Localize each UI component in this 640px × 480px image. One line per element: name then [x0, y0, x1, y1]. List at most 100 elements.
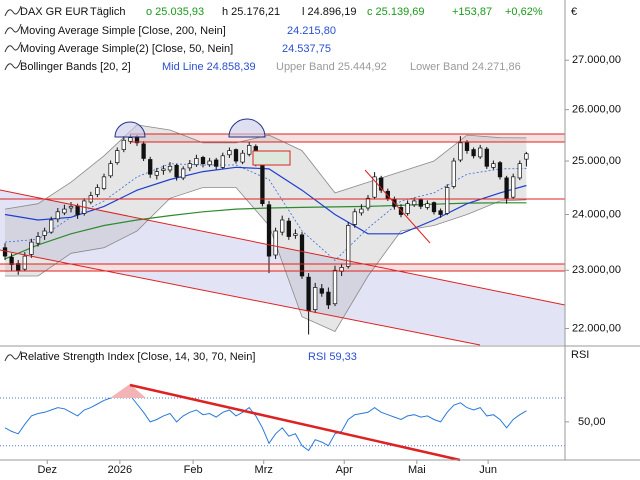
x-tick-label: Apr — [336, 464, 353, 476]
candle-body — [458, 142, 463, 161]
candle-body — [148, 159, 153, 175]
rsi-tick-label: 50,00 — [578, 416, 606, 428]
rsi-label: Relative Strength Index [Close, 14, 30, … — [20, 351, 255, 363]
x-tick-label: Mrz — [255, 464, 273, 476]
candle-body — [167, 165, 173, 171]
candle-body — [319, 288, 324, 294]
legend: DAX GR EUR Täglich o 25.035,93 h 25.176,… — [4, 5, 589, 363]
candle-body — [352, 211, 357, 225]
candle-body — [233, 149, 239, 162]
candle-body — [16, 263, 21, 271]
candle-body — [9, 256, 14, 265]
arc — [114, 121, 146, 138]
candle-body — [299, 234, 305, 277]
candle-body — [49, 219, 54, 233]
candle-body — [451, 160, 456, 187]
candle-body — [42, 230, 47, 236]
lower-label: Lower Band 24.271,86 — [410, 61, 521, 73]
resistance-zone — [130, 134, 565, 142]
instrument: DAX GR EUR — [20, 6, 89, 18]
candle-body — [2, 247, 8, 257]
box — [252, 150, 291, 166]
ma50-line — [4, 166, 527, 235]
candle-body — [115, 150, 120, 163]
drawings — [0, 134, 565, 345]
x-tick-label: Jun — [479, 464, 497, 476]
candle-body — [359, 208, 364, 214]
candle-body — [372, 176, 377, 198]
plot-area: 22.000,00 23.000,00 24.000,00 25.000,00 26.0… — [0, 54, 621, 476]
candle-body — [181, 168, 186, 179]
candle-body — [346, 225, 351, 267]
candle-body — [154, 171, 159, 176]
candle-body — [174, 164, 179, 178]
rsi-value: RSI 59,33 — [308, 351, 357, 363]
overbought-area — [110, 384, 146, 398]
candle-body — [431, 202, 437, 213]
candle-body — [418, 199, 423, 207]
candle-body — [524, 153, 529, 160]
arc — [228, 118, 266, 138]
low-label: l 24.896,19 — [302, 6, 356, 18]
candle-body — [35, 236, 41, 244]
candle-body — [425, 203, 430, 208]
ma200-value: 24.215,80 — [287, 25, 336, 37]
mid-label: Mid Line 24.858,39 — [162, 61, 256, 73]
legend-icon — [4, 350, 22, 362]
candle-body — [95, 187, 100, 195]
candle-body — [293, 233, 298, 236]
candle-body — [128, 137, 133, 142]
candle-body — [379, 177, 384, 191]
candle-body — [55, 211, 60, 220]
period: Täglich — [90, 6, 125, 18]
legend-icon — [4, 59, 22, 71]
candle-body — [326, 291, 331, 306]
candle-body — [478, 147, 483, 158]
candle-body — [29, 241, 34, 255]
candle-body — [385, 190, 390, 199]
ma50-label: Moving Average Simple(2) [Close, 50, Nei… — [20, 43, 233, 55]
candle-body — [75, 205, 80, 215]
candle-body — [141, 143, 146, 159]
rsi-trend-line — [129, 383, 461, 462]
candle-body — [240, 152, 245, 163]
high-label: h 25.176,21 — [222, 6, 280, 18]
candle-body — [306, 276, 311, 312]
y-tick-label: 22.000,00 — [572, 322, 621, 334]
candle-body — [517, 163, 522, 179]
candle-body — [187, 163, 192, 169]
trend-line — [0, 189, 566, 306]
candle-body — [108, 163, 113, 177]
x-tick-label: Feb — [184, 464, 203, 476]
candle-body — [207, 160, 212, 166]
support-zone — [0, 264, 565, 271]
legend-icon — [4, 23, 22, 35]
rsi-axis-title: RSI — [571, 349, 589, 361]
frame — [0, 0, 640, 461]
candle-body — [332, 269, 338, 305]
candle-body — [471, 149, 476, 157]
candle-body — [266, 204, 272, 257]
candle-body — [313, 287, 318, 310]
y-tick-label: 23.000,00 — [572, 264, 621, 276]
candle-body — [247, 145, 252, 155]
candle-body — [220, 155, 225, 168]
candle-body — [464, 141, 470, 151]
x-tick-label: Dez — [37, 464, 57, 476]
bollinger-upper — [4, 124, 527, 210]
candle-body — [161, 168, 166, 171]
change: +153,87 — [452, 6, 492, 18]
x-tick-label: Mai — [408, 464, 426, 476]
y-tick-label: 25.000,00 — [572, 155, 621, 167]
candle-body — [273, 230, 278, 256]
candle-body — [194, 158, 199, 166]
candle-body — [484, 148, 489, 167]
y-tick-label: 24.000,00 — [572, 208, 621, 220]
candle-body — [200, 157, 206, 165]
close-label: c 25.139,69 — [367, 6, 425, 18]
ma50-value: 24.537,75 — [282, 43, 331, 55]
bollinger-label: Bollinger Bands [20, 2] — [20, 61, 131, 73]
candle-body — [260, 164, 265, 205]
candle-body — [22, 255, 27, 270]
candle-body — [214, 159, 219, 167]
